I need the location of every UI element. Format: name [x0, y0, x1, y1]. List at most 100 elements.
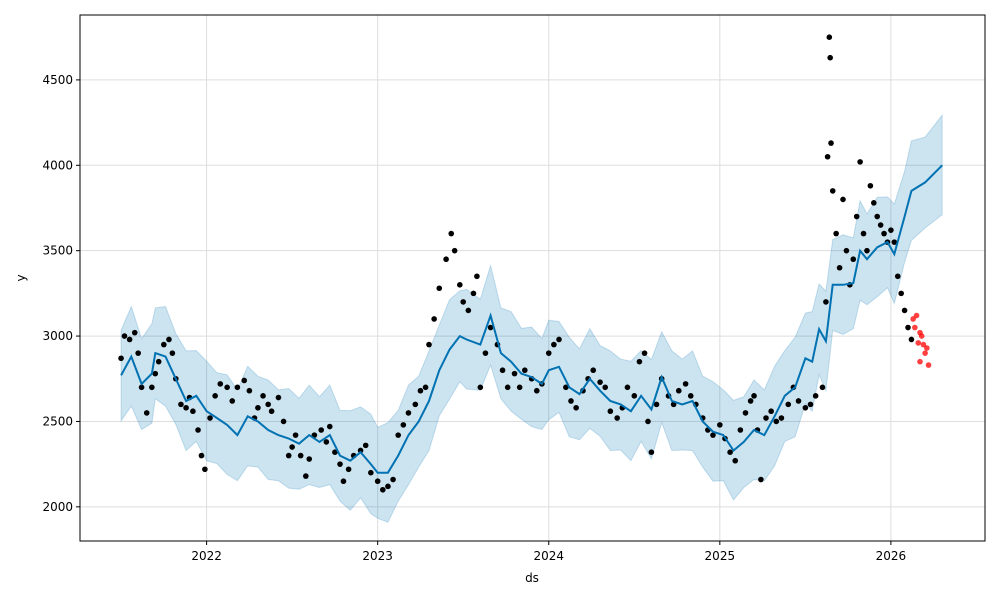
actual-point [737, 427, 744, 433]
actual-point [819, 384, 826, 391]
actual-point [195, 427, 201, 433]
test-point [920, 341, 927, 348]
actual-point [395, 432, 402, 438]
test-points [910, 312, 932, 368]
y-tick-label: 3500 [42, 244, 73, 258]
actual-point [422, 384, 429, 391]
y-tick-label: 4000 [42, 158, 73, 172]
actual-point [326, 423, 333, 430]
actual-point [385, 483, 391, 490]
actual-point [202, 466, 208, 473]
actual-point [602, 384, 609, 391]
actual-point [138, 384, 145, 391]
actual-point [357, 447, 364, 454]
actual-point [551, 341, 557, 348]
actual-point [857, 159, 863, 165]
actual-point [285, 452, 292, 459]
actual-point [456, 282, 463, 288]
actual-point [901, 307, 908, 314]
actual-point [380, 486, 386, 493]
actual-point [758, 476, 764, 483]
uncertainty-interval [120, 113, 943, 523]
actual-point [155, 358, 162, 365]
actual-point [260, 393, 266, 399]
actual-point [229, 398, 236, 404]
actual-point [374, 478, 381, 485]
actual-point [417, 387, 424, 394]
actual-point [829, 188, 836, 194]
actual-point [436, 285, 443, 292]
actual-point [477, 384, 484, 391]
actual-point [631, 393, 638, 399]
test-point [917, 358, 923, 365]
actual-point [183, 404, 189, 411]
actual-point [448, 230, 455, 237]
actual-point [143, 410, 150, 416]
actual-point [836, 264, 843, 271]
actual-point [470, 290, 477, 297]
actual-point [149, 384, 155, 391]
actual-point [306, 456, 313, 462]
actual-point [268, 408, 275, 415]
actual-point [763, 415, 769, 421]
y-axis-label: y [14, 274, 28, 281]
actual-point [717, 422, 723, 428]
actual-point [499, 367, 506, 374]
actual-point [840, 196, 846, 203]
actual-point [487, 324, 494, 331]
test-point [915, 340, 922, 346]
actual-point [511, 370, 518, 377]
actual-point [843, 247, 850, 254]
actual-point [516, 384, 523, 391]
actual-point [504, 384, 511, 391]
actual-point [465, 307, 472, 314]
actual-point [826, 34, 833, 41]
x-axis-label: ds [525, 571, 539, 585]
actual-point [597, 379, 603, 385]
actual-point [573, 404, 579, 411]
actual-point [400, 422, 407, 428]
actual-point [289, 444, 295, 450]
actual-point [118, 355, 124, 362]
actual-point [682, 381, 689, 387]
actual-point [874, 213, 881, 220]
x-tick-label: 2025 [705, 549, 736, 563]
actual-point [908, 336, 915, 343]
actual-point [563, 384, 569, 391]
actual-point [747, 398, 754, 404]
actual-point [727, 449, 733, 455]
actual-point [607, 408, 614, 415]
actual-point [166, 336, 172, 343]
actual-point [742, 410, 749, 416]
actual-point [881, 230, 887, 237]
actual-point [405, 410, 412, 416]
actual-point [178, 401, 184, 408]
grid [80, 15, 985, 541]
actual-point [161, 341, 167, 348]
actual-point [556, 336, 562, 343]
actual-point [833, 230, 839, 237]
actual-point [275, 394, 282, 401]
y-tick-label: 2000 [42, 500, 73, 514]
actual-point [474, 273, 480, 280]
test-point [910, 316, 916, 322]
actual-point [624, 384, 631, 391]
actual-point [332, 449, 338, 455]
actual-point [870, 200, 877, 206]
actual-point [768, 408, 774, 415]
actual-point [864, 247, 870, 254]
actual-point [207, 415, 213, 421]
actual-point [340, 478, 347, 485]
actual-point [198, 452, 205, 459]
actual-point [460, 299, 467, 305]
test-point [925, 362, 932, 368]
actual-point [126, 336, 133, 343]
actual-point [614, 415, 620, 421]
actual-point [850, 256, 857, 263]
actual-point [824, 153, 831, 160]
actual-point [636, 358, 643, 365]
actual-point [545, 350, 552, 356]
test-point [924, 345, 930, 351]
actual-point [827, 54, 833, 61]
